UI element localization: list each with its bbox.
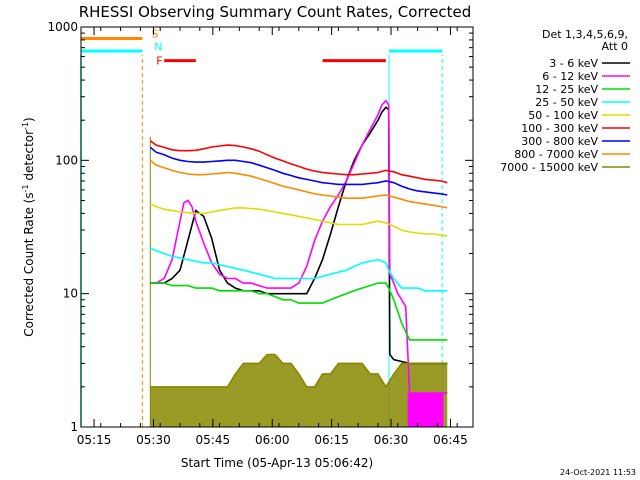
series-3-6-kev <box>150 106 448 365</box>
series-800-7000-kev <box>149 159 448 209</box>
flag-label: S <box>151 27 158 40</box>
y-axis-label: Corrected Count Rate (s-1 detector-1) <box>21 117 36 336</box>
series-7000-15000-kev <box>150 353 448 389</box>
legend-label: 6 - 12 keV <box>542 70 598 83</box>
x-tick-label: 06:30 <box>374 433 409 447</box>
legend-label: 300 - 800 keV <box>521 135 598 148</box>
series-300-800-kev <box>149 146 448 196</box>
x-tick-label: 06:15 <box>314 433 349 447</box>
legend-label: 100 - 300 keV <box>521 122 598 135</box>
legend-label: 7000 - 15000 keV <box>500 161 598 174</box>
legend-header-line2: Att 0 <box>602 40 628 53</box>
legend-header-line1: Det 1,3,4,5,6,9, <box>542 28 628 41</box>
y-axis-label-part2: detector <box>22 130 36 185</box>
series-50-100-kev <box>149 203 448 237</box>
legend-label: 25 - 50 keV <box>535 96 598 109</box>
series-6-12-kev <box>150 99 448 394</box>
date-stamp: 24-Oct-2021 11:53 <box>560 468 636 477</box>
y-tick-label: 10 <box>63 287 78 301</box>
y-tick-label: 100 <box>55 153 78 167</box>
flag-label: N <box>154 41 162 54</box>
x-tick-label: 05:15 <box>77 433 112 447</box>
y-axis-label-sup1: -1 <box>21 184 30 192</box>
series-25-50-kev <box>149 247 448 292</box>
x-tick-label: 06:00 <box>255 433 290 447</box>
flag-label: F <box>156 55 162 68</box>
chart-title: RHESSI Observing Summary Count Rates, Co… <box>79 3 472 21</box>
y-tick-label: 1 <box>70 420 78 434</box>
legend-label: 800 - 7000 keV <box>514 148 598 161</box>
y-axis-label-part1: Corrected Count Rate (s <box>22 192 36 336</box>
plot-frame <box>80 26 474 428</box>
x-tick-label: 06:45 <box>433 433 468 447</box>
legend-label: 3 - 6 keV <box>549 57 598 70</box>
y-axis: 1 10 100 1000 <box>47 20 473 434</box>
x-tick-label: 05:30 <box>136 433 171 447</box>
data-layer: SNF <box>80 27 448 427</box>
series-fill-7000-15000-kev <box>150 354 448 427</box>
x-axis-label: Start Time (05-Apr-13 05:06:42) <box>181 456 373 470</box>
y-axis-label-sup2: -1 <box>21 122 30 130</box>
x-axis: 05:15 05:30 05:45 06:00 06:15 06:30 06:45 <box>77 27 468 447</box>
x-tick-label: 05:45 <box>196 433 231 447</box>
series-fill-6-12-kev <box>407 392 444 427</box>
series-100-300-kev <box>149 140 448 184</box>
legend-label: 50 - 100 keV <box>528 109 598 122</box>
series-12-25-kev <box>150 282 448 341</box>
y-axis-label-part3: ) <box>22 117 36 122</box>
legend-label: 12 - 25 keV <box>535 83 598 96</box>
y-tick-label: 1000 <box>47 20 78 34</box>
